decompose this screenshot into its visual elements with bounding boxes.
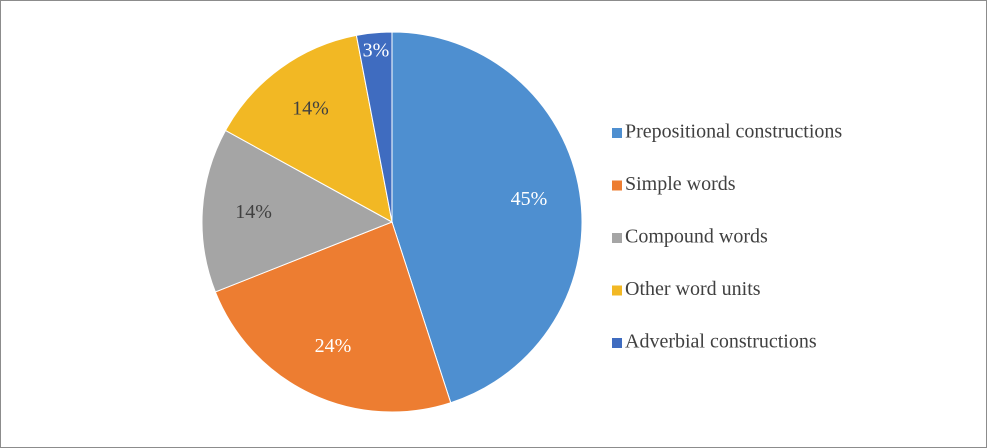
legend-label: Prepositional constructions <box>625 121 842 143</box>
legend-swatch <box>612 180 622 191</box>
pie-slice <box>214 221 452 413</box>
legend-swatch <box>612 128 622 138</box>
legend-swatch <box>612 338 622 348</box>
pie-slice <box>201 129 394 293</box>
legend-label: Compound words <box>625 226 768 248</box>
legend-label: Simple words <box>625 173 736 195</box>
pie-slice <box>355 31 393 223</box>
data-label: 14% <box>292 97 329 119</box>
data-label: 3% <box>363 39 390 61</box>
legend-swatch <box>612 233 622 243</box>
data-label: 45% <box>511 188 548 210</box>
data-label: 14% <box>235 201 272 223</box>
legend-label: Adverbial constructions <box>625 331 817 353</box>
pie-slice <box>224 34 393 223</box>
legend-label: Other word units <box>625 278 761 300</box>
pie-slice <box>391 31 583 404</box>
legend-swatch <box>612 285 622 296</box>
data-label: 24% <box>315 335 352 357</box>
